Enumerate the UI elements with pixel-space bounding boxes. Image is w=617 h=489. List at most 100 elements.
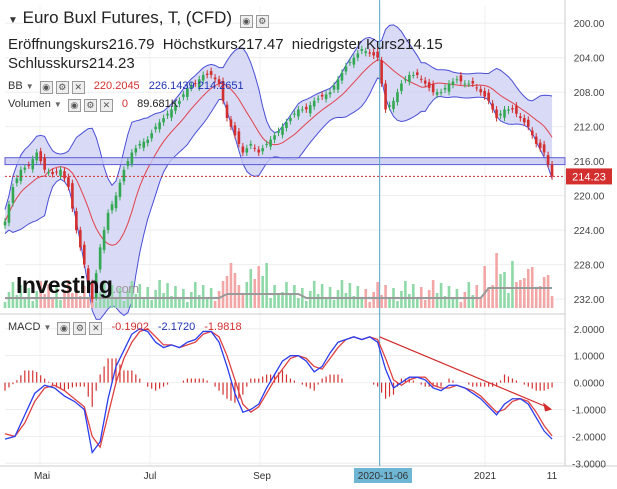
candle-body	[392, 100, 395, 110]
macd-gear-icon[interactable]: ⚙	[73, 322, 87, 335]
candle-body	[31, 159, 35, 170]
volume-bar	[277, 295, 280, 308]
candle-body	[344, 66, 348, 72]
candle-body	[487, 92, 490, 101]
volume-bar	[23, 298, 27, 308]
candle-body	[253, 147, 257, 149]
volume-bar	[499, 274, 502, 308]
candle-body	[304, 106, 308, 110]
volume-dropdown-icon[interactable]: ▼	[53, 100, 62, 109]
volume-bar	[273, 285, 276, 308]
eye-icon[interactable]: ◉	[239, 15, 253, 28]
candle-body	[170, 109, 173, 118]
time-axis-label: 2020-11-06	[358, 471, 409, 482]
volume-bar	[380, 295, 383, 308]
candle-body	[301, 109, 304, 111]
volume-close-icon[interactable]: ✕	[99, 99, 113, 112]
candle-body	[110, 204, 114, 211]
macd-value-1: -2.1720	[157, 321, 196, 333]
time-axis-label: Sep	[253, 471, 271, 482]
bb-close-icon[interactable]: ✕	[71, 81, 85, 94]
candle-body	[503, 109, 506, 118]
candle-body	[408, 74, 411, 82]
collapse-triangle-icon[interactable]: ▼	[8, 15, 18, 26]
candle-body	[511, 108, 514, 110]
candle-body	[277, 130, 280, 133]
candle-body	[526, 119, 530, 127]
candle-body	[90, 283, 94, 300]
macd-dropdown-icon[interactable]: ▼	[43, 323, 52, 332]
volume-bar	[166, 283, 169, 308]
volume-bar	[130, 281, 134, 308]
volume-bar	[71, 293, 74, 308]
macd-label: MACD	[8, 321, 41, 333]
volume-bar	[122, 301, 126, 308]
candle-body	[130, 152, 134, 164]
macd-value-2: -1.9818	[204, 321, 242, 333]
volume-bar	[550, 296, 554, 308]
volume-gear-icon[interactable]: ⚙	[83, 99, 97, 112]
macd-close-icon[interactable]: ✕	[89, 322, 103, 335]
volume-bar	[396, 301, 399, 308]
macd-tick-label: -1.0000	[572, 405, 606, 416]
volume-bar	[35, 291, 39, 308]
candle-body	[443, 87, 447, 90]
volume-bar	[479, 298, 483, 308]
candle-body	[233, 125, 237, 136]
volume-bar	[423, 300, 427, 308]
macd-tick-label: 2.0000	[574, 325, 605, 336]
volume-bar	[515, 282, 518, 308]
volume-bar	[348, 283, 352, 308]
volume-bar	[102, 282, 106, 308]
candle-body	[372, 52, 375, 56]
volume-bar	[31, 301, 35, 308]
volume-bar	[225, 276, 229, 308]
candle-body	[142, 141, 146, 148]
candle-body	[86, 268, 90, 282]
candle-body	[435, 92, 439, 95]
candle-body	[550, 164, 554, 177]
volume-bar	[400, 291, 403, 308]
volume-bar	[114, 298, 118, 308]
candle-body	[79, 230, 82, 248]
volume-eye-icon[interactable]: ◉	[67, 99, 81, 112]
gear-icon[interactable]: ⚙	[255, 15, 269, 28]
volume-bar	[340, 280, 344, 308]
time-axis-highlight	[354, 468, 412, 483]
candle-body	[150, 133, 153, 139]
volume-bar	[503, 272, 506, 308]
candle-body	[182, 94, 185, 97]
volume-bar	[237, 285, 241, 308]
bb-eye-icon[interactable]: ◉	[39, 81, 53, 94]
low-value: 214.15	[396, 36, 443, 53]
bb-gear-icon[interactable]: ⚙	[55, 81, 69, 94]
candle-body	[423, 80, 427, 84]
bb-dropdown-icon[interactable]: ▼	[25, 82, 34, 91]
volume-bar	[79, 296, 82, 308]
candle-body	[269, 139, 272, 147]
volume-bar	[332, 300, 336, 308]
volume-bar	[221, 281, 225, 308]
last-price-label: 214.23	[572, 171, 606, 183]
candle-body	[190, 85, 193, 88]
candle-body	[249, 143, 253, 146]
volume-bar	[150, 300, 153, 308]
chart-title: Euro Buxl Futures, T, (CFD)	[22, 8, 233, 27]
candle-body	[455, 79, 459, 81]
candle-body	[98, 247, 102, 270]
candle-body	[55, 171, 58, 173]
volume-bar	[511, 261, 514, 308]
volume-bar	[265, 263, 268, 308]
volume-indicator-row: Volumen ▼ ◉ ⚙ ✕ 0 89.681K	[8, 98, 178, 112]
candle-body	[348, 62, 352, 64]
volume-bar	[443, 296, 447, 308]
volume-bar	[269, 298, 272, 308]
volume-bar	[519, 280, 522, 308]
volume-bar	[162, 293, 165, 308]
last-price-tag	[566, 168, 612, 185]
macd-tick-label: -3.0000	[572, 459, 606, 470]
candle-body	[479, 89, 483, 93]
macd-eye-icon[interactable]: ◉	[57, 322, 71, 335]
volume-bar	[75, 283, 78, 308]
candle-body	[324, 94, 328, 100]
